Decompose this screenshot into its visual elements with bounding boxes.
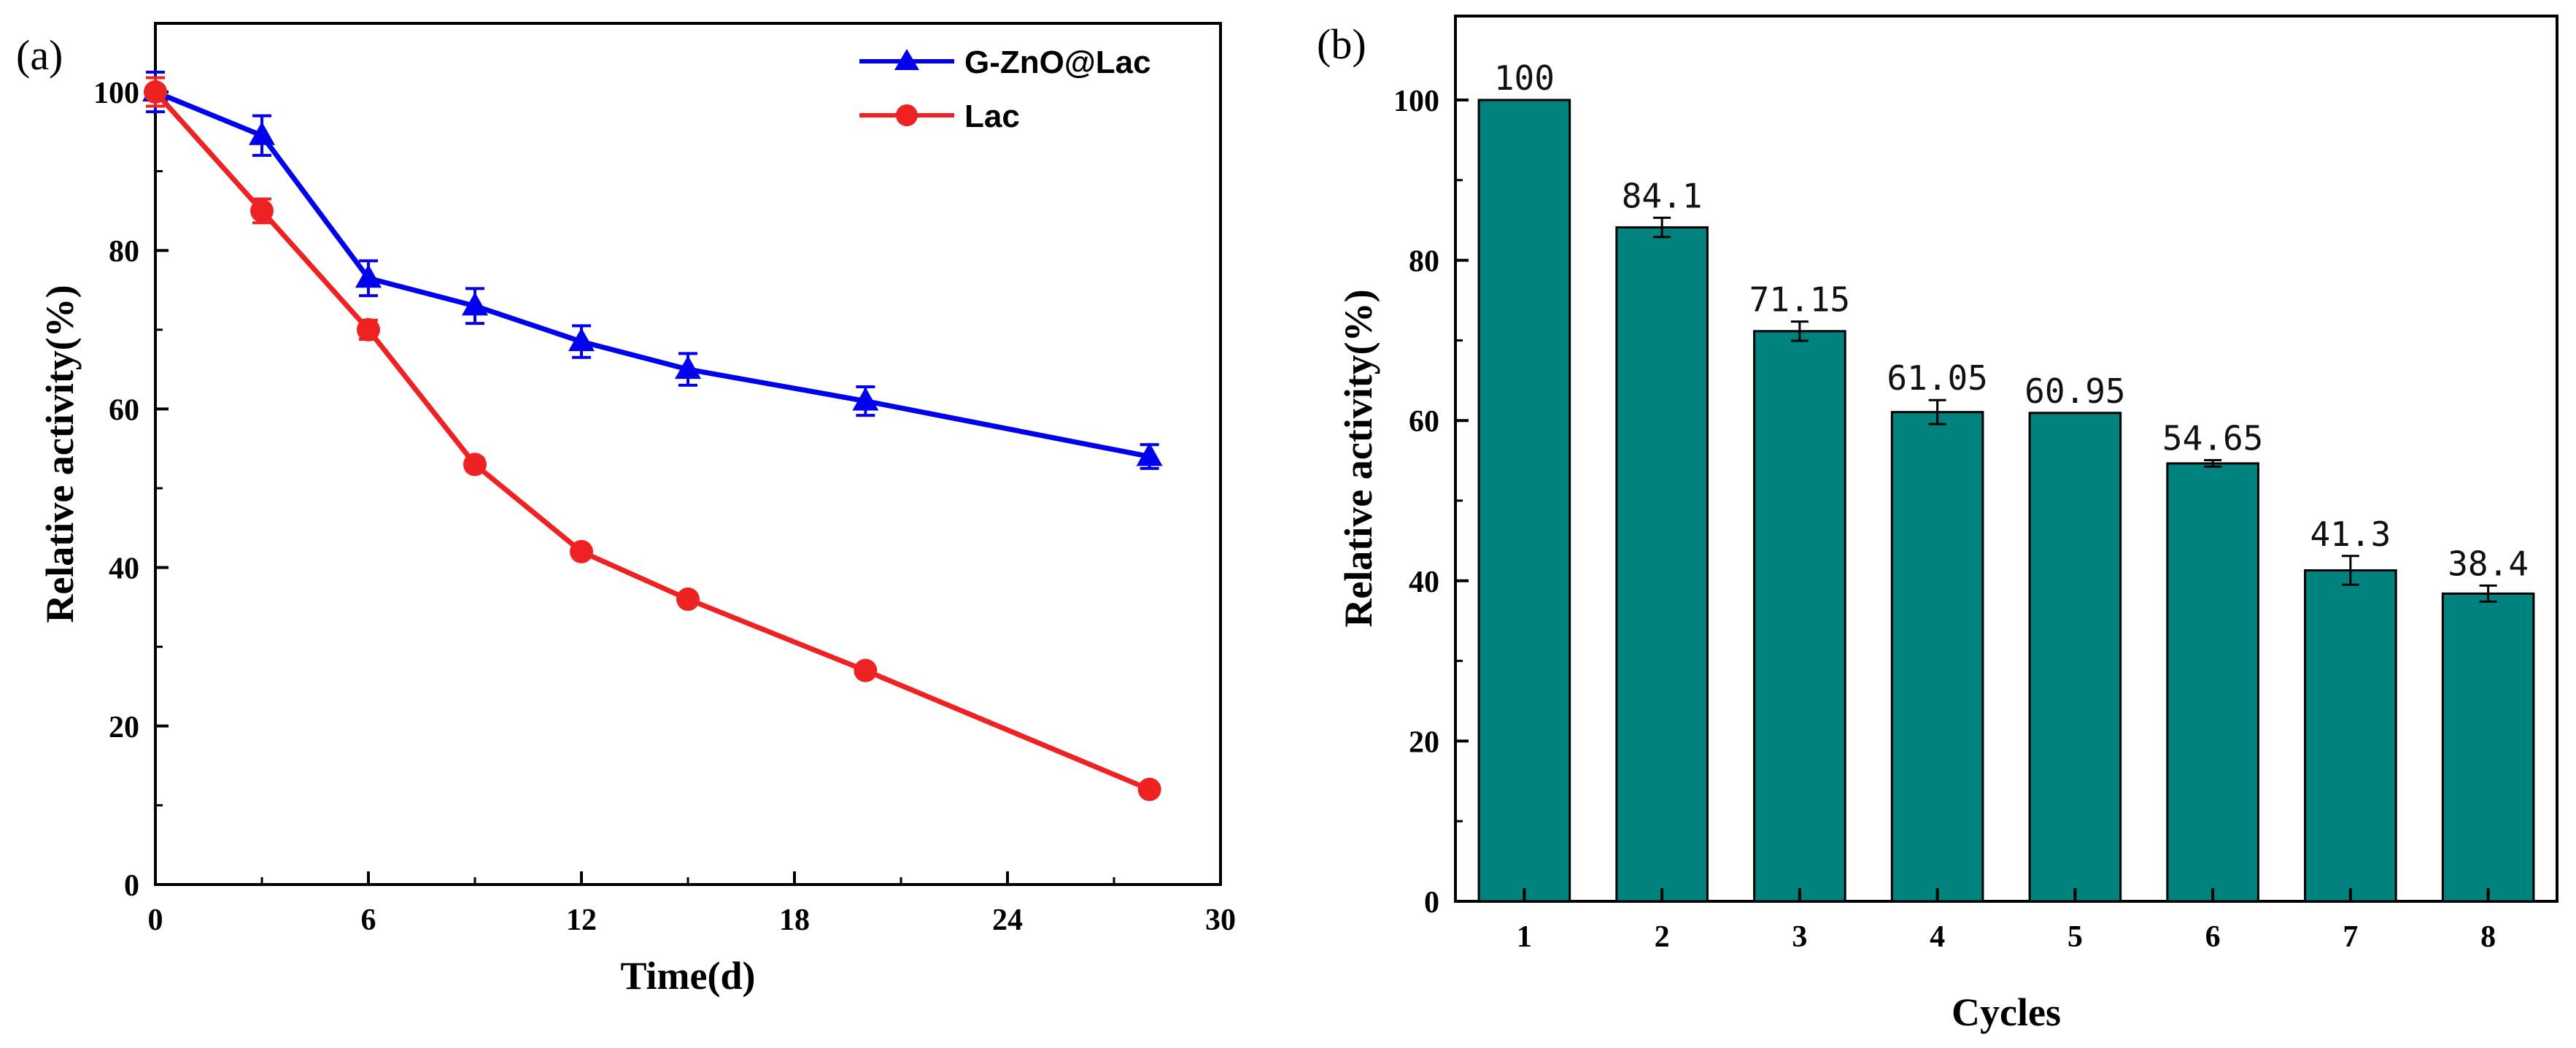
- x-tick-label: 30: [1205, 903, 1236, 937]
- x-tick-label: 6: [2205, 920, 2221, 954]
- panel-a-x-axis-title: Time(d): [621, 954, 756, 998]
- data-point-circle: [144, 80, 167, 104]
- bar-cycle-5: [2028, 412, 2122, 903]
- data-point-triangle: [568, 328, 595, 352]
- bar-cycle-4: [1890, 411, 1984, 903]
- x-tick-label: 4: [1930, 920, 1945, 954]
- legend-triangle-icon: [894, 49, 919, 70]
- data-point-triangle: [462, 292, 488, 316]
- bar-cycle-7: [2304, 569, 2397, 903]
- bar-value-label: 71.15: [1749, 280, 1850, 320]
- panel-a-series: [142, 70, 1163, 801]
- panel-b-bars: 100 1 84.1 2 71.15 3 61.05 4 60.95 5 54.65 6 41.3 7 38…: [1477, 58, 2535, 954]
- bar-value-label: 84.1: [1622, 176, 1703, 215]
- data-point-triangle: [249, 121, 275, 145]
- data-point-circle: [357, 317, 380, 342]
- data-point-circle: [570, 539, 593, 563]
- data-point-triangle: [675, 355, 701, 379]
- bar-value-label: 54.65: [2162, 419, 2263, 458]
- x-tick-label: 24: [992, 903, 1023, 937]
- y-tick-label: 80: [109, 235, 139, 269]
- bar-cycle-3: [1753, 330, 1846, 903]
- data-point-circle: [676, 587, 700, 612]
- panel-b-ticks: 0 20 40 60 80 100: [1393, 85, 1469, 920]
- bar-cycle-8: [2441, 592, 2535, 903]
- data-point-triangle: [355, 264, 382, 288]
- y-tick-label: 60: [1409, 405, 1439, 439]
- bar-cycle-1: [1477, 99, 1571, 903]
- panel-a-label: (a): [16, 31, 63, 79]
- y-tick-label: 20: [1409, 725, 1439, 759]
- bar-value-label: 100: [1494, 58, 1555, 98]
- x-tick-label: 3: [1792, 920, 1807, 954]
- y-tick-label: 100: [93, 77, 139, 110]
- data-point-circle: [854, 658, 878, 682]
- x-tick-label: 6: [361, 903, 376, 937]
- bar-value-label: 38.4: [2448, 544, 2529, 583]
- bar-cycle-2: [1615, 226, 1709, 903]
- panel-b-y-axis-title: Relative activity(%): [1337, 289, 1380, 627]
- bar-value-label: 41.3: [2310, 515, 2391, 554]
- y-tick-label: 80: [1409, 245, 1439, 279]
- bar-value-label: 60.95: [2024, 371, 2125, 411]
- x-tick-label: 12: [566, 903, 597, 937]
- panel-b-x-axis-title: Cycles: [1952, 990, 2061, 1034]
- data-point-circle: [463, 452, 487, 477]
- y-tick-label: 40: [109, 552, 139, 586]
- x-tick-label: 8: [2480, 920, 2496, 954]
- data-point-circle: [1137, 777, 1161, 801]
- legend-circle-icon: [896, 104, 918, 126]
- panel-b-label: (b): [1317, 20, 1366, 68]
- y-tick-label: 20: [109, 711, 139, 744]
- data-point-triangle: [852, 387, 879, 411]
- y-tick-label: 60: [109, 393, 139, 427]
- panel-b-frame: [1454, 15, 2558, 903]
- legend-label-lac: Lac: [964, 99, 1020, 134]
- x-tick-label: 0: [148, 903, 163, 937]
- x-tick-label: 5: [2068, 920, 2083, 954]
- panel-a-y-axis-title: Relative activity(%): [38, 285, 82, 623]
- series-line-lac: [153, 90, 1151, 792]
- x-tick-label: 1: [1517, 920, 1532, 954]
- y-tick-label: 100: [1393, 85, 1439, 118]
- x-tick-label: 7: [2343, 920, 2358, 954]
- y-tick-label: 0: [124, 869, 139, 903]
- legend-label-g-zno-lac: G-ZnO@Lac: [964, 45, 1151, 80]
- x-tick-label: 2: [1655, 920, 1670, 954]
- data-point-circle: [250, 199, 274, 223]
- bar-cycle-6: [2166, 462, 2259, 903]
- panel-a-ticks: 0 6 12 18 24 30 0 20 40 60 80 100: [93, 77, 1236, 937]
- x-tick-label: 18: [779, 903, 810, 937]
- panel-a-line-chart: (a) 0 6 12 18 24 30 0 20 40 60 80 100 G-ZnO@Lac Lac…: [16, 22, 1236, 998]
- data-point-triangle: [1136, 442, 1163, 466]
- y-tick-label: 0: [1424, 886, 1439, 920]
- series-line-g-zno-lac: [154, 89, 1150, 459]
- panel-a-legend: G-ZnO@Lac Lac: [859, 45, 1151, 134]
- y-tick-label: 40: [1409, 566, 1439, 599]
- panel-a-frame: [154, 22, 1222, 886]
- bar-value-label: 61.05: [1887, 358, 1987, 398]
